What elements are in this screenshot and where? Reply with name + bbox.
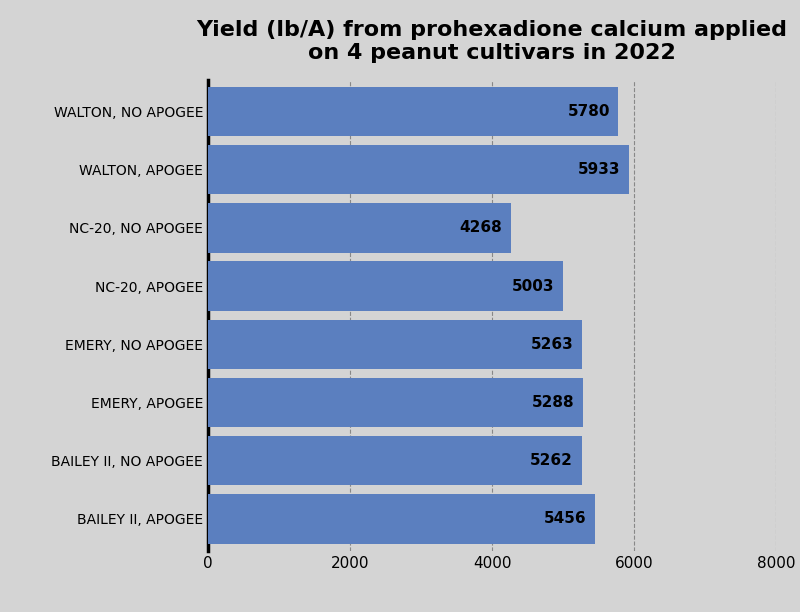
Bar [208, 261, 563, 311]
Text: 5933: 5933 [578, 162, 621, 177]
Text: 5003: 5003 [512, 278, 554, 294]
Bar [208, 494, 595, 543]
Text: 5288: 5288 [532, 395, 575, 410]
Text: 5262: 5262 [530, 453, 573, 468]
Bar [208, 87, 618, 136]
Bar [208, 436, 582, 485]
Text: 5456: 5456 [544, 511, 587, 526]
Text: 4268: 4268 [460, 220, 502, 236]
Bar [208, 203, 511, 253]
Bar [208, 319, 582, 369]
Text: 5263: 5263 [530, 337, 573, 352]
Bar [208, 378, 583, 427]
Text: 5780: 5780 [567, 104, 610, 119]
Bar [208, 145, 630, 195]
Title: Yield (lb/A) from prohexadione calcium applied
on 4 peanut cultivars in 2022: Yield (lb/A) from prohexadione calcium a… [197, 20, 787, 62]
